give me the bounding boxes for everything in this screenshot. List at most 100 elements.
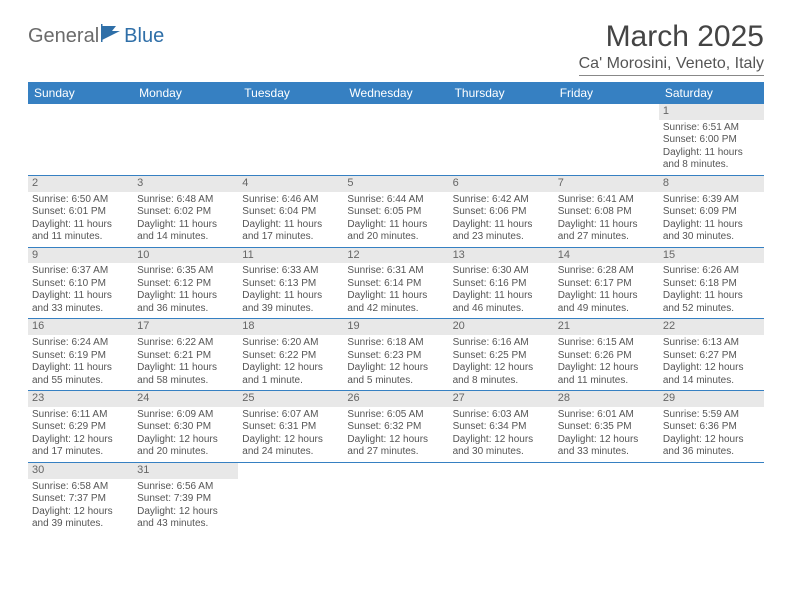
calendar-empty-cell [343, 104, 448, 175]
calendar-week-row: 30Sunrise: 6:58 AMSunset: 7:37 PMDayligh… [28, 463, 764, 534]
weekday-header: Thursday [449, 82, 554, 104]
day-number: 12 [343, 248, 448, 264]
calendar-empty-cell [449, 463, 554, 534]
sunset-line: Sunset: 6:31 PM [242, 421, 339, 434]
calendar-day-cell: 27Sunrise: 6:03 AMSunset: 6:34 PMDayligh… [449, 391, 554, 462]
daylight-line: Daylight: 11 hours and 49 minutes. [558, 290, 655, 315]
sunrise-line: Sunrise: 6:56 AM [137, 481, 234, 494]
sunrise-line: Sunrise: 6:30 AM [453, 265, 550, 278]
sunset-line: Sunset: 6:19 PM [32, 350, 129, 363]
calendar-day-cell: 31Sunrise: 6:56 AMSunset: 7:39 PMDayligh… [133, 463, 238, 534]
calendar-day-cell: 17Sunrise: 6:22 AMSunset: 6:21 PMDayligh… [133, 319, 238, 390]
calendar-day-cell: 19 Sunrise: 6:18 AMSunset: 6:23 PMDayligh… [343, 319, 448, 390]
sunset-line: Sunset: 6:12 PM [137, 278, 234, 291]
day-number: 2 [28, 176, 133, 192]
calendar-day-cell: 13Sunrise: 6:30 AMSunset: 6:16 PMDayligh… [449, 248, 554, 319]
daylight-line: Daylight: 11 hours and 42 minutes. [347, 290, 444, 315]
daylight-line: Daylight: 11 hours and 39 minutes. [242, 290, 339, 315]
sunset-line: Sunset: 6:06 PM [453, 206, 550, 219]
daylight-line: Daylight: 11 hours and 8 minutes. [663, 147, 760, 172]
sunrise-line: Sunrise: 6:41 AM [558, 194, 655, 207]
sunset-line: Sunset: 7:39 PM [137, 493, 234, 506]
day-number: 20 [449, 319, 554, 335]
sunrise-line: Sunrise: 6:01 AM [558, 409, 655, 422]
daylight-line: Daylight: 12 hours and 1 minute. [242, 362, 339, 387]
day-number: 30 [28, 463, 133, 479]
calendar-empty-cell [449, 104, 554, 175]
day-number: 4 [238, 176, 343, 192]
sunrise-line: Sunrise: 6:31 AM [347, 265, 444, 278]
day-number: 28 [554, 391, 659, 407]
day-number: 6 [449, 176, 554, 192]
calendar-week-row: 1Sunrise: 6:51 AMSunset: 6:00 PMDaylight… [28, 104, 764, 176]
day-number: 31 [133, 463, 238, 479]
sunset-line: Sunset: 6:04 PM [242, 206, 339, 219]
day-number: 13 [449, 248, 554, 264]
sunrise-line: Sunrise: 6:42 AM [453, 194, 550, 207]
day-number: 10 [133, 248, 238, 264]
weekday-header: Saturday [659, 82, 764, 104]
calendar-empty-cell [133, 104, 238, 175]
sunrise-line: Sunrise: 6:48 AM [137, 194, 234, 207]
sunset-line: Sunset: 6:18 PM [663, 278, 760, 291]
day-number: 9 [28, 248, 133, 264]
calendar-week-row: 9Sunrise: 6:37 AMSunset: 6:10 PM Daylight… [28, 248, 764, 320]
sunset-line: Sunset: 6:23 PM [347, 350, 444, 363]
location-subtitle: Ca' Morosini, Veneto, Italy [579, 55, 764, 76]
calendar-day-cell: 20Sunrise: 6:16 AMSunset: 6:25 PMDayligh… [449, 319, 554, 390]
weekday-header: Sunday [28, 82, 133, 104]
day-number: 27 [449, 391, 554, 407]
sunset-line: Sunset: 6:26 PM [558, 350, 655, 363]
daylight-line: Daylight: 12 hours and 5 minutes. [347, 362, 444, 387]
sunset-line: Sunset: 6:25 PM [453, 350, 550, 363]
sunrise-line: Sunrise: 6:18 AM [347, 337, 444, 350]
sunrise-line: Sunrise: 6:11 AM [32, 409, 129, 422]
calendar-day-cell: 6Sunrise: 6:42 AMSunset: 6:06 PMDaylight… [449, 176, 554, 247]
calendar-day-cell: 8Sunrise: 6:39 AMSunset: 6:09 PMDaylight… [659, 176, 764, 247]
calendar-day-cell: 12Sunrise: 6:31 AMSunset: 6:14 PMDayligh… [343, 248, 448, 319]
logo-text-general: General [28, 25, 99, 48]
calendar-day-cell: 30Sunrise: 6:58 AMSunset: 7:37 PMDayligh… [28, 463, 133, 534]
sunrise-line: Sunrise: 6:15 AM [558, 337, 655, 350]
calendar-week-row: 16Sunrise: 6:24 AMSunset: 6:19 PMDayligh… [28, 319, 764, 391]
day-number: 17 [133, 319, 238, 335]
weekday-header: Wednesday [343, 82, 448, 104]
daylight-line: Daylight: 12 hours and 27 minutes. [347, 434, 444, 459]
sunset-line: Sunset: 6:27 PM [663, 350, 760, 363]
sunrise-line: Sunrise: 6:13 AM [663, 337, 760, 350]
daylight-line: Daylight: 12 hours and 33 minutes. [558, 434, 655, 459]
sunrise-line: Sunrise: 6:51 AM [663, 122, 760, 135]
day-number: 7 [554, 176, 659, 192]
sunset-line: Sunset: 6:10 PM [32, 278, 129, 291]
calendar-day-cell: 15Sunrise: 6:26 AMSunset: 6:18 PMDayligh… [659, 248, 764, 319]
calendar-body: 1Sunrise: 6:51 AMSunset: 6:00 PMDaylight… [28, 104, 764, 534]
calendar-day-cell: 25Sunrise: 6:07 AMSunset: 6:31 PMDayligh… [238, 391, 343, 462]
sunset-line: Sunset: 6:16 PM [453, 278, 550, 291]
sunset-line: Sunset: 6:35 PM [558, 421, 655, 434]
day-number: 18 [238, 319, 343, 335]
header: General Blue March 2025 Ca' Morosini, Ve… [28, 20, 764, 76]
day-number: 26 [343, 391, 448, 407]
sunset-line: Sunset: 6:36 PM [663, 421, 760, 434]
logo: General Blue [28, 24, 164, 48]
sunrise-line: Sunrise: 6:46 AM [242, 194, 339, 207]
calendar-day-cell: 21Sunrise: 6:15 AMSunset: 6:26 PMDayligh… [554, 319, 659, 390]
sunrise-line: Sunrise: 6:50 AM [32, 194, 129, 207]
sunset-line: Sunset: 6:00 PM [663, 134, 760, 147]
calendar-empty-cell [238, 104, 343, 175]
daylight-line: Daylight: 11 hours and 11 minutes. [32, 219, 129, 244]
flag-icon [100, 24, 122, 48]
sunrise-line: Sunrise: 6:20 AM [242, 337, 339, 350]
calendar-day-cell: 16Sunrise: 6:24 AMSunset: 6:19 PMDayligh… [28, 319, 133, 390]
sunset-line: Sunset: 6:30 PM [137, 421, 234, 434]
calendar-day-cell: 14Sunrise: 6:28 AMSunset: 6:17 PMDayligh… [554, 248, 659, 319]
day-number: 19 [343, 319, 448, 335]
sunrise-line: Sunrise: 6:58 AM [32, 481, 129, 494]
logo-text-blue: Blue [124, 25, 164, 48]
sunrise-line: Sunrise: 6:37 AM [32, 265, 129, 278]
daylight-line: Daylight: 11 hours and 58 minutes. [137, 362, 234, 387]
daylight-line: Daylight: 12 hours and 39 minutes. [32, 506, 129, 531]
daylight-line: Daylight: 12 hours and 36 minutes. [663, 434, 760, 459]
calendar-day-cell: 9Sunrise: 6:37 AMSunset: 6:10 PMDaylight… [28, 248, 133, 319]
sunset-line: Sunset: 6:02 PM [137, 206, 234, 219]
